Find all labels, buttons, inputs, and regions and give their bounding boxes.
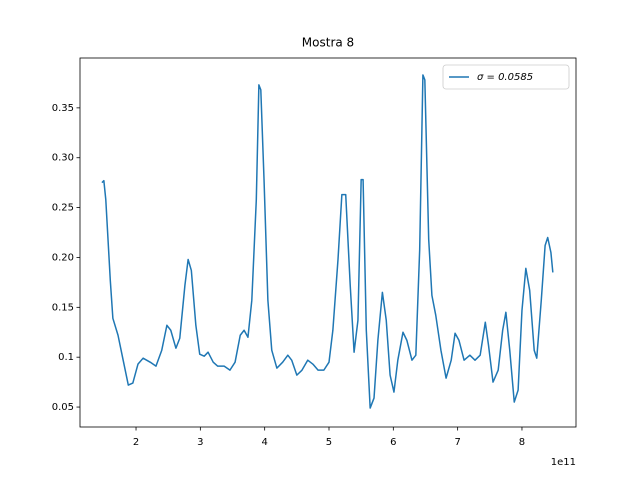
y-tick-label: 0.25 <box>52 203 74 214</box>
legend-label: σ = 0.0585 <box>477 72 533 83</box>
legend-box <box>442 64 570 90</box>
y-tick-label: 0.05 <box>52 402 74 413</box>
x-tick-label: 2 <box>133 437 139 448</box>
y-tick-label: 0.30 <box>52 153 74 164</box>
y-tick-label: 0.35 <box>52 103 74 114</box>
x-tick-label: 8 <box>519 437 525 448</box>
x-tick-label: 4 <box>261 437 267 448</box>
x-tick-label: 7 <box>454 437 460 448</box>
axes-frame <box>79 57 577 428</box>
x-tick-label: 3 <box>197 437 203 448</box>
y-tick-label: 0.15 <box>52 302 74 313</box>
x-offset-text: 1e11 <box>551 457 576 468</box>
x-tick-label: 6 <box>390 437 396 448</box>
x-tick-label: 5 <box>326 437 332 448</box>
y-tick-label: 0.20 <box>52 252 74 263</box>
chart-title: Mostra 8 <box>302 36 354 50</box>
data-line <box>101 74 554 409</box>
y-tick-label: 0.1 <box>58 352 74 363</box>
